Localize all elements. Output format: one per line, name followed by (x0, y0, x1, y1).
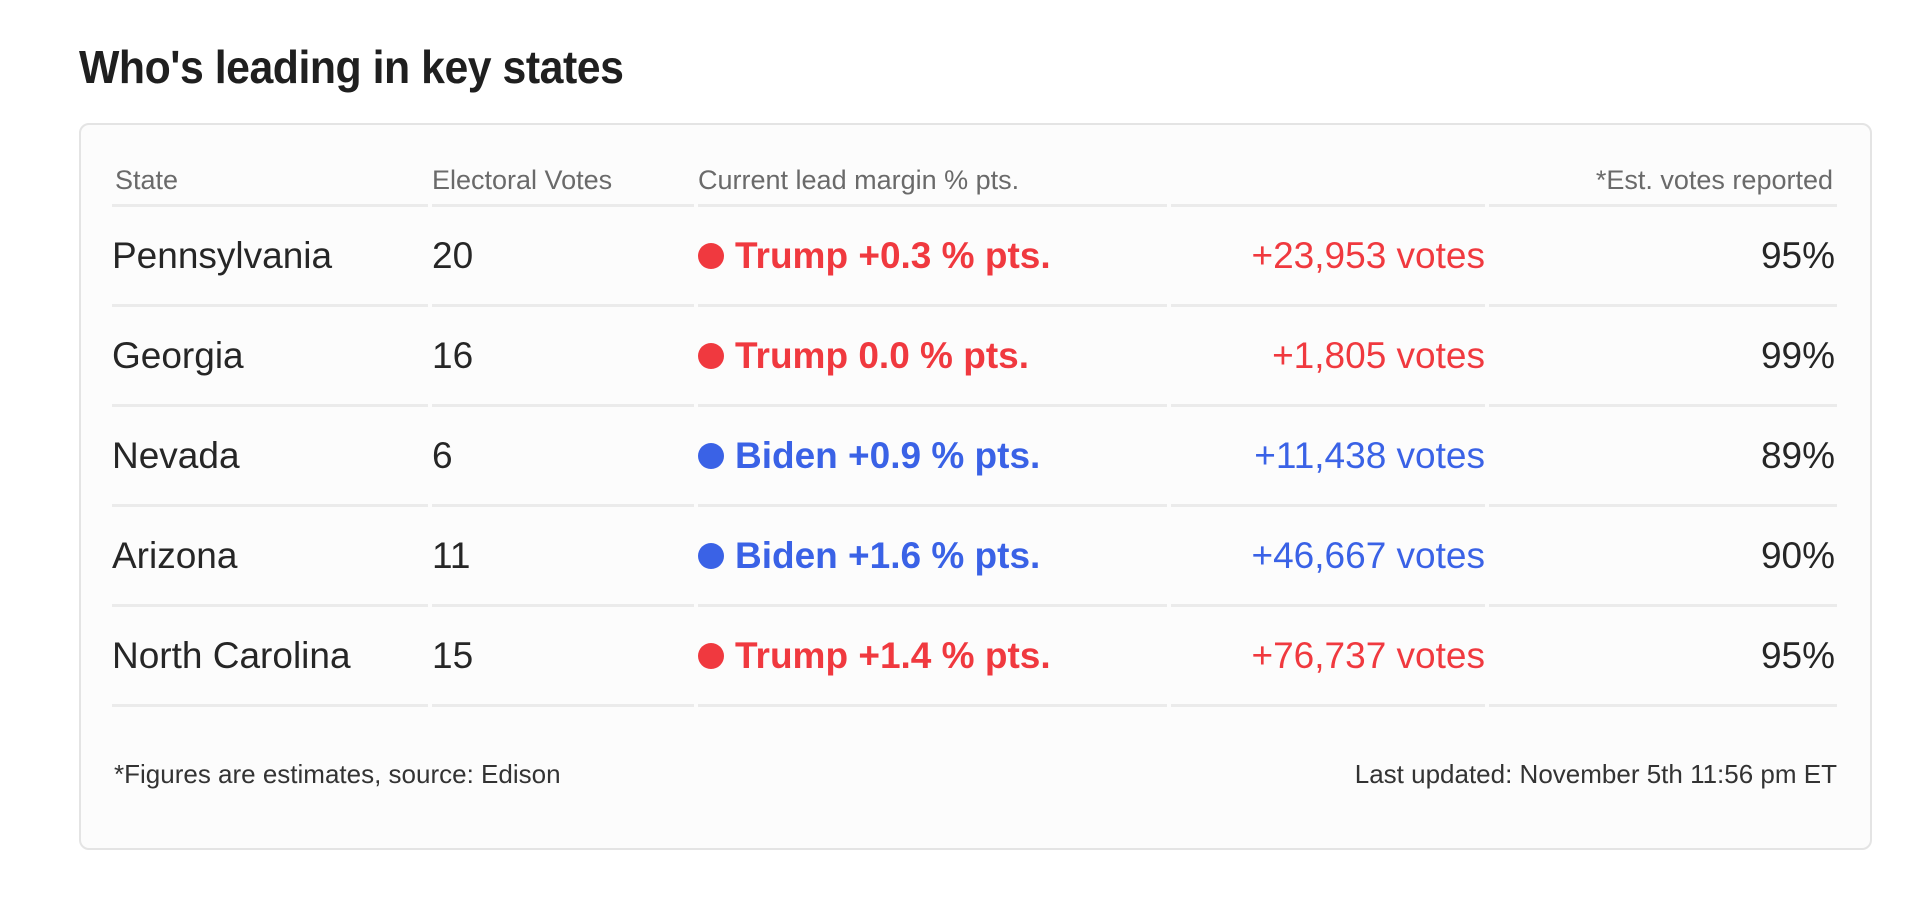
lead-margin-text: Biden +0.9 % pts. (735, 434, 1041, 476)
lead-margin-text: Trump +1.4 % pts. (735, 634, 1051, 676)
header-electoral-votes: Electoral Votes (432, 165, 613, 195)
lead-margin-text: Trump +0.3 % pts. (735, 234, 1051, 276)
cell-votes-margin: +23,953 votes (1171, 207, 1485, 307)
state-name: Nevada (112, 434, 240, 476)
state-name: North Carolina (112, 634, 351, 676)
cell-electoral-votes: 20 (432, 207, 694, 307)
cell-state: Pennsylvania (112, 207, 428, 307)
party-dot-icon (698, 542, 724, 569)
table-body: Pennsylvania 20 Trump +0.3 % pts. +23,95… (112, 207, 1837, 707)
lead-margin: Biden +0.9 % pts. (698, 435, 1040, 477)
votes-margin-value: +46,667 votes (1251, 534, 1486, 576)
cell-reported: 90% (1489, 507, 1837, 607)
lead-margin: Trump +0.3 % pts. (698, 235, 1051, 277)
cell-electoral-votes: 6 (432, 407, 694, 507)
cell-state: Arizona (112, 507, 428, 607)
card-footer: *Figures are estimates, source: Edison L… (114, 759, 1837, 791)
cell-electoral-votes: 15 (432, 607, 694, 707)
cell-electoral-votes: 11 (432, 507, 694, 607)
state-name: Georgia (112, 334, 244, 376)
table-header: State Electoral Votes Current lead margi… (112, 163, 1837, 207)
votes-margin-value: +11,438 votes (1254, 434, 1485, 476)
lead-margin: Biden +1.6 % pts. (698, 535, 1040, 577)
header-cell-lead-margin: Current lead margin % pts. (698, 163, 1167, 207)
electoral-votes-value: 20 (432, 234, 474, 276)
electoral-votes-value: 15 (432, 634, 474, 676)
last-updated: Last updated: November 5th 11:56 pm ET (1354, 759, 1837, 789)
cell-electoral-votes: 16 (432, 307, 694, 407)
cell-state: Georgia (112, 307, 428, 407)
party-dot-icon (698, 642, 724, 669)
header-cell-electoral-votes: Electoral Votes (432, 163, 694, 207)
cell-votes-margin: +46,667 votes (1171, 507, 1485, 607)
cell-lead-margin: Trump 0.0 % pts. (698, 307, 1167, 407)
lead-margin: Trump 0.0 % pts. (698, 335, 1029, 377)
header-lead-margin: Current lead margin % pts. (698, 165, 1020, 195)
lead-margin: Trump +1.4 % pts. (698, 635, 1051, 677)
header-cell-reported: *Est. votes reported (1489, 163, 1837, 207)
electoral-votes-value: 6 (432, 434, 453, 476)
party-dot-icon (698, 342, 724, 369)
cell-lead-margin: Biden +0.9 % pts. (698, 407, 1167, 507)
state-name: Pennsylvania (112, 234, 333, 276)
cell-reported: 89% (1489, 407, 1837, 507)
header-state: State (115, 165, 179, 195)
votes-margin-value: +1,805 votes (1272, 334, 1485, 376)
cell-votes-margin: +76,737 votes (1171, 607, 1485, 707)
table-row: Nevada 6 Biden +0.9 % pts. +11,438 votes… (112, 407, 1837, 507)
cell-lead-margin: Biden +1.6 % pts. (698, 507, 1167, 607)
votes-margin-value: +76,737 votes (1251, 634, 1486, 676)
votes-margin-value: +23,953 votes (1251, 234, 1486, 276)
lead-margin-text: Biden +1.6 % pts. (735, 534, 1041, 576)
cell-reported: 99% (1489, 307, 1837, 407)
page-title: Who's leading in key states (79, 41, 624, 93)
cell-votes-margin: +1,805 votes (1171, 307, 1485, 407)
party-dot-icon (698, 442, 724, 469)
header-reported: *Est. votes reported (1595, 165, 1833, 195)
table-row: Georgia 16 Trump 0.0 % pts. +1,805 votes… (112, 307, 1837, 407)
table-row: Arizona 11 Biden +1.6 % pts. +46,667 vot… (112, 507, 1837, 607)
reported-value: 99% (1760, 334, 1835, 376)
party-dot-icon (698, 242, 724, 269)
header-cell-state: State (112, 163, 428, 207)
results-card: State Electoral Votes Current lead margi… (79, 123, 1872, 850)
cell-state: North Carolina (112, 607, 428, 707)
reported-value: 89% (1760, 434, 1835, 476)
source-footnote: *Figures are estimates, source: Edison (114, 759, 561, 789)
lead-margin-text: Trump 0.0 % pts. (735, 334, 1030, 376)
state-name: Arizona (112, 534, 238, 576)
cell-reported: 95% (1489, 207, 1837, 307)
cell-lead-margin: Trump +0.3 % pts. (698, 207, 1167, 307)
header-cell-votes-margin (1171, 163, 1485, 207)
key-states-table: State Electoral Votes Current lead margi… (112, 163, 1837, 707)
reported-value: 90% (1760, 534, 1835, 576)
table-row: Pennsylvania 20 Trump +0.3 % pts. +23,95… (112, 207, 1837, 307)
cell-lead-margin: Trump +1.4 % pts. (698, 607, 1167, 707)
reported-value: 95% (1760, 234, 1835, 276)
cell-reported: 95% (1489, 607, 1837, 707)
cell-state: Nevada (112, 407, 428, 507)
electoral-votes-value: 11 (432, 534, 471, 576)
table-row: North Carolina 15 Trump +1.4 % pts. +76,… (112, 607, 1837, 707)
cell-votes-margin: +11,438 votes (1171, 407, 1485, 507)
electoral-votes-value: 16 (432, 334, 474, 376)
reported-value: 95% (1760, 634, 1835, 676)
